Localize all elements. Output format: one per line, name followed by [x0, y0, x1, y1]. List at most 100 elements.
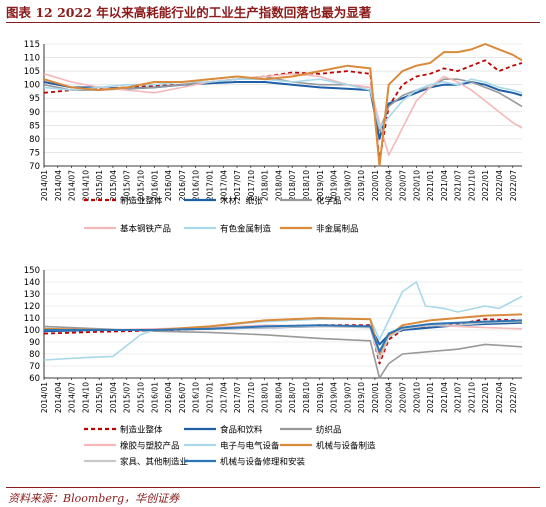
y-tick-label: 95	[29, 94, 40, 104]
x-tick-label: 2022/04	[495, 170, 504, 201]
x-tick-label: 2017/01	[205, 382, 214, 413]
x-tick-label: 2020/10	[412, 170, 421, 201]
legend-label: 基本钢铁产品	[120, 224, 171, 235]
y-tick-label: 115	[24, 40, 40, 50]
x-tick-label: 2020/07	[399, 170, 408, 201]
y-tick-label: 110	[24, 54, 40, 64]
x-tick-label: 2014/01	[40, 382, 49, 413]
x-tick-label: 2021/07	[454, 382, 463, 413]
legend-label: 有色金属制造	[220, 224, 272, 235]
y-tick-label: 90	[29, 108, 40, 118]
y-tick-label: 70	[29, 162, 40, 172]
legend-label: 橡胶与塑胶产品	[120, 441, 180, 452]
x-tick-label: 2015/01	[95, 382, 104, 413]
series-line	[43, 59, 523, 162]
y-tick-label: 60	[29, 374, 40, 384]
x-tick-label: 2016/10	[192, 382, 201, 413]
x-tick-label: 2017/04	[219, 382, 228, 413]
x-tick-label: 2015/07	[123, 382, 132, 413]
y-tick-label: 110	[24, 314, 40, 324]
x-tick-label: 2015/10	[137, 170, 146, 201]
title-rule	[6, 22, 540, 23]
x-tick-label: 2016/10	[192, 170, 201, 201]
x-tick-label: 2022/07	[509, 382, 518, 413]
series-line	[44, 319, 523, 353]
source-rule	[6, 487, 540, 488]
y-tick-label: 80	[29, 350, 40, 360]
x-tick-label: 2020/01	[371, 170, 380, 201]
x-tick-label: 2014/07	[68, 170, 77, 201]
x-tick-label: 2016/07	[178, 170, 187, 201]
x-tick-label: 2019/07	[343, 170, 352, 201]
x-tick-label: 2015/04	[109, 382, 118, 413]
x-tick-label: 2021/10	[467, 382, 476, 413]
x-tick-label: 2017/10	[247, 382, 256, 413]
legend-label: 纺织品	[316, 425, 342, 436]
x-tick-label: 2015/01	[95, 170, 104, 201]
x-tick-label: 2019/10	[357, 382, 366, 413]
x-tick-label: 2014/04	[54, 382, 63, 413]
x-tick-label: 2016/07	[178, 382, 187, 413]
y-tick-label: 85	[29, 121, 40, 131]
x-tick-label: 2022/04	[495, 382, 504, 413]
x-tick-label: 2016/04	[164, 170, 173, 201]
y-tick-label: 80	[29, 135, 40, 145]
x-tick-label: 2015/07	[123, 170, 132, 201]
x-tick-label: 2017/07	[233, 170, 242, 201]
x-tick-label: 2016/04	[164, 382, 173, 413]
x-tick-label: 2017/01	[205, 170, 214, 201]
x-tick-label: 2020/07	[399, 382, 408, 413]
x-tick-label: 2018/07	[288, 382, 297, 413]
x-tick-label: 2020/01	[371, 382, 380, 413]
legend-label: 制造业整体	[120, 425, 163, 436]
series-line	[43, 325, 523, 379]
y-tick-label: 75	[29, 148, 40, 158]
x-tick-label: 2017/04	[219, 170, 228, 201]
source-note: 资料来源：Bloomberg，华创证券	[8, 492, 180, 505]
y-tick-label: 100	[24, 326, 40, 336]
x-tick-label: 2014/07	[68, 382, 77, 413]
x-tick-label: 2020/04	[385, 170, 394, 201]
series-line	[43, 281, 523, 361]
x-tick-label: 2021/04	[440, 170, 449, 201]
legend-label: 家具、其他制造业	[120, 457, 188, 468]
x-tick-label: 2018/04	[274, 170, 283, 201]
series-line	[43, 313, 523, 355]
x-tick-label: 2018/10	[302, 382, 311, 413]
series-line	[43, 73, 523, 156]
x-tick-label: 2022/07	[509, 170, 518, 201]
y-tick-label: 70	[29, 362, 40, 372]
x-tick-label: 2018/01	[261, 170, 270, 201]
legend-label: 制造业整体	[120, 196, 163, 207]
y-tick-label: 90	[29, 338, 40, 348]
x-tick-label: 2022/01	[481, 170, 490, 201]
y-tick-label: 120	[24, 302, 40, 312]
x-tick-label: 2019/10	[357, 170, 366, 201]
legend-label: 机械与设备制造	[316, 441, 376, 452]
x-tick-label: 2017/07	[233, 382, 242, 413]
y-tick-label: 105	[24, 67, 40, 77]
legend-label: 化学品	[316, 196, 342, 207]
x-tick-label: 2020/10	[412, 382, 421, 413]
y-tick-label: 100	[24, 81, 40, 91]
x-tick-label: 2021/10	[467, 170, 476, 201]
x-tick-label: 2015/04	[109, 170, 118, 201]
x-tick-label: 2021/01	[426, 170, 435, 201]
x-tick-label: 2019/01	[316, 170, 325, 201]
x-tick-label: 2019/04	[330, 170, 339, 201]
y-tick-label: 140	[24, 278, 40, 288]
legend-label: 食品和饮料	[220, 425, 263, 436]
x-tick-label: 2014/01	[40, 170, 49, 201]
x-tick-label: 2018/07	[288, 170, 297, 201]
x-tick-label: 2021/01	[426, 382, 435, 413]
y-tick-label: 130	[24, 290, 40, 300]
legend-label: 电子与电气设备	[220, 441, 280, 452]
x-tick-label: 2022/01	[481, 382, 490, 413]
x-tick-label: 2020/04	[385, 382, 394, 413]
series-line	[43, 81, 523, 140]
x-tick-label: 2019/01	[316, 382, 325, 413]
x-tick-label: 2019/07	[343, 382, 352, 413]
chart-top: 70 75 80 85 90 95 100 105 110 115 2014/01 2014/04 20…	[24, 40, 523, 235]
x-tick-label: 2014/10	[81, 170, 90, 201]
